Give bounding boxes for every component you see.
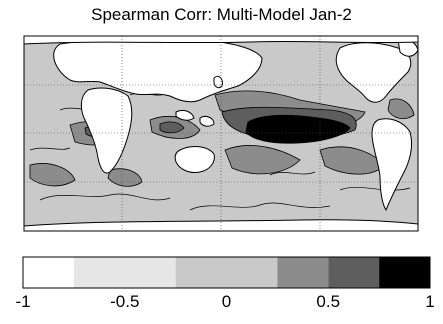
map-title: Spearman Corr: Multi-Model Jan-2	[91, 5, 352, 24]
colorbar-bin-5	[379, 257, 430, 288]
colorbar-bins	[23, 257, 430, 288]
landmass-north-america	[335, 42, 412, 103]
colorbar-bin-0	[23, 257, 74, 288]
colorbar-tick-label: 0.5	[316, 292, 341, 311]
colorbar-bin-3	[277, 257, 329, 288]
colorbar-tick-label: -0.5	[110, 292, 140, 311]
landmass-south-america	[371, 118, 413, 212]
colorbar-bin-2	[175, 257, 278, 288]
landmass-africa	[80, 87, 133, 174]
landmass-australia	[174, 146, 215, 173]
colorbar-frame	[22, 256, 431, 289]
colorbar-tick-label: 0	[221, 292, 232, 311]
colorbar-tick-label: -1	[15, 292, 31, 311]
map-gridlines	[24, 36, 418, 231]
colorbar-bin-4	[328, 257, 380, 288]
colorbar-bin-1	[73, 257, 176, 288]
very-high-correlation-region	[245, 114, 351, 144]
colorbar-tick-label: 1	[425, 292, 435, 311]
map-frame	[23, 35, 419, 232]
